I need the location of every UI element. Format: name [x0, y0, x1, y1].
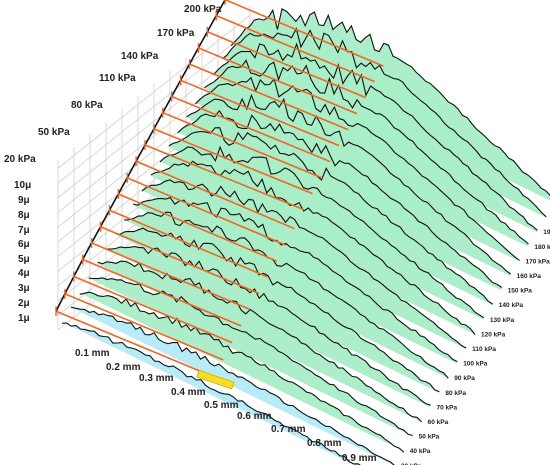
connector-line: [126, 177, 286, 246]
series-label: 120 kPa: [481, 331, 506, 338]
series-label: 170 kPa: [526, 258, 550, 265]
connector-line: [82, 258, 242, 327]
position-tick-label: 0.7 mm: [271, 424, 306, 435]
series-label: 100 kPa: [463, 361, 488, 368]
height-tick-label: 5μ: [18, 254, 30, 265]
connector-line: [206, 31, 367, 99]
series-line: [88, 277, 413, 437]
series-line: [159, 145, 485, 319]
height-tick-label: 9μ: [18, 195, 30, 206]
connector-line: [189, 63, 349, 131]
series-label: 30 kPa: [401, 463, 422, 465]
series-label: 160 kPa: [517, 273, 542, 280]
series-label: 60 kPa: [428, 419, 449, 426]
connector-line: [64, 293, 224, 361]
connector-line: [153, 128, 313, 195]
connector-line: [73, 275, 233, 344]
series-line: [186, 93, 511, 275]
series-label: 90 kPa: [454, 375, 475, 382]
series-line: [168, 127, 494, 305]
pressure-spine: [55, 0, 226, 317]
series-label: 40 kPa: [410, 448, 431, 455]
height-tick-label: 1μ: [18, 313, 30, 324]
position-tick-label: 0.5 mm: [204, 400, 239, 411]
connector-line: [55, 310, 215, 378]
series-surface: [79, 292, 404, 453]
connector-line: [100, 226, 260, 295]
pressure-tick-label: 110 kPa: [99, 73, 136, 84]
height-tick-label: 6μ: [18, 239, 30, 250]
highlight-marker: [196, 369, 235, 390]
pressure-connectors: [55, 0, 384, 378]
pressure-tick-label: 20 kPa: [4, 154, 36, 165]
connector-line: [198, 47, 358, 115]
position-tick-label: 0.2 mm: [106, 362, 141, 373]
position-tick-label: 0.8 mm: [307, 438, 342, 449]
pressure-tick-label: 200 kPa: [184, 4, 222, 15]
height-tick-label: 10μ: [14, 180, 31, 191]
position-tick-label: 0.4 mm: [171, 387, 206, 398]
profile-curves: [61, 8, 550, 465]
series-label: 180 kPa: [534, 244, 550, 251]
connector-line: [109, 209, 269, 278]
pressure-tick-label: 50 kPa: [38, 127, 70, 138]
series-line: [150, 160, 476, 335]
pressure-axis: 20 kPa 50 kPa 80 kPa 110 kPa 140 kPa 170…: [4, 4, 222, 165]
connector-line: [224, 0, 384, 67]
connector-line: [135, 160, 295, 230]
position-tick-label: 0.3 mm: [139, 373, 174, 384]
series-label: 80 kPa: [445, 390, 466, 397]
pressure-tick-label: 140 kPa: [121, 51, 159, 62]
pressure-tick-label: 80 kPa: [71, 100, 103, 111]
position-axis: 0.1 mm 0.2 mm 0.3 mm 0.4 mm 0.5 mm 0.6 m…: [75, 348, 377, 464]
height-tick-label: 8μ: [18, 210, 30, 221]
series-label: 110 kPa: [472, 346, 496, 353]
position-tick-label: 0.1 mm: [75, 348, 110, 359]
connector-line: [144, 144, 304, 211]
series-line: [97, 260, 422, 423]
position-tick-label: 0.9 mm: [342, 453, 377, 464]
series-line: [124, 211, 449, 379]
connector-line: [171, 95, 331, 163]
height-tick-label: 3μ: [18, 283, 30, 294]
series-label: 140 kPa: [499, 302, 524, 309]
series-label: 130 kPa: [490, 317, 515, 324]
height-axis: 1μ 2μ 3μ 4μ 5μ 6μ 7μ 8μ 9μ 10μ: [14, 180, 31, 324]
series-line: [70, 306, 395, 465]
series-line: [195, 76, 520, 261]
series-line: [115, 227, 440, 393]
connector-line: [162, 111, 322, 179]
series-line: [133, 197, 458, 362]
series-line: [177, 109, 503, 288]
series-label: 50 kPa: [419, 434, 440, 441]
series-label: 190 kPa: [543, 229, 550, 236]
series-label: 150 kPa: [508, 288, 533, 295]
position-tick-label: 0.6 mm: [237, 411, 272, 422]
connector-line: [180, 79, 340, 147]
pressure-tick-label: 170 kPa: [157, 28, 195, 39]
series-line: [212, 42, 538, 231]
series-line: [221, 27, 547, 218]
series-label: 70 kPa: [437, 404, 458, 411]
connector-line: [117, 193, 278, 262]
height-tick-label: 7μ: [18, 225, 30, 236]
spine-line: [55, 0, 226, 312]
series-line: [204, 59, 529, 245]
series-surface: [62, 322, 360, 465]
height-tick-label: 2μ: [18, 298, 30, 309]
grid-line: [57, 15, 251, 169]
series-line: [79, 291, 405, 453]
connector-line: [91, 242, 251, 311]
series-line: [230, 8, 550, 196]
connector-line: [215, 14, 375, 83]
height-tick-label: 4μ: [18, 268, 30, 279]
series-line: [61, 322, 361, 465]
